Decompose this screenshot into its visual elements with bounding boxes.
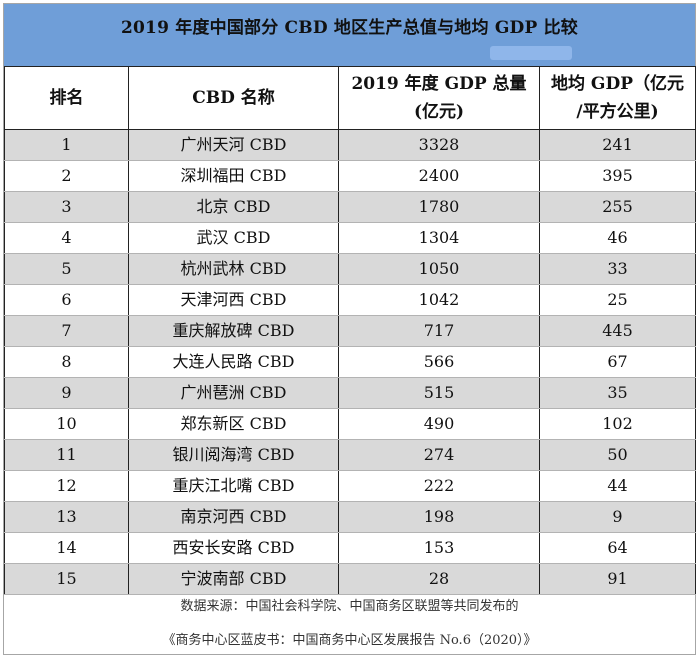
cell-gdp-density: 25 — [539, 284, 696, 316]
cell-gdp-density: 64 — [539, 532, 696, 564]
cell-gdp-total: 490 — [338, 408, 540, 440]
header-name: CBD 名称 — [128, 66, 339, 130]
cell-rank: 13 — [4, 501, 129, 533]
cell-cbd-name: 西安长安路 CBD — [128, 532, 339, 564]
cell-gdp-total: 2400 — [338, 160, 540, 192]
table-row: 5 杭州武林 CBD 1050 33 — [4, 253, 696, 285]
cell-gdp-total: 566 — [338, 346, 540, 378]
cell-cbd-name: 广州琶洲 CBD — [128, 377, 339, 409]
table-row: 9 广州琶洲 CBD 515 35 — [4, 377, 696, 409]
cell-cbd-name: 武汉 CBD — [128, 222, 339, 254]
source-line-2: 《商务中心区蓝皮书：中国商务中心区发展报告 No.6（2020）》 — [162, 633, 537, 648]
cell-cbd-name: 重庆解放碑 CBD — [128, 315, 339, 347]
title-highlight-mark — [490, 46, 572, 60]
table-row: 14 西安长安路 CBD 153 64 — [4, 532, 696, 564]
cell-rank: 3 — [4, 191, 129, 223]
cell-cbd-name: 北京 CBD — [128, 191, 339, 223]
cell-gdp-total: 1780 — [338, 191, 540, 223]
cell-rank: 6 — [4, 284, 129, 316]
cbd-gdp-table: 排名 CBD 名称 2019 年度 GDP 总量 (亿元) 地均 GDP（亿元 … — [4, 66, 696, 595]
table-row: 6 天津河西 CBD 1042 25 — [4, 284, 696, 316]
table-row: 2 深圳福田 CBD 2400 395 — [4, 160, 696, 192]
table-row: 15 宁波南部 CBD 28 91 — [4, 563, 696, 595]
cell-rank: 9 — [4, 377, 129, 409]
cell-cbd-name: 银川阅海湾 CBD — [128, 439, 339, 471]
cell-gdp-density: 50 — [539, 439, 696, 471]
cell-gdp-density: 445 — [539, 315, 696, 347]
cell-gdp-density: 91 — [539, 563, 696, 595]
cell-rank: 15 — [4, 563, 129, 595]
table-row: 4 武汉 CBD 1304 46 — [4, 222, 696, 254]
cell-gdp-total: 222 — [338, 470, 540, 502]
header-gdp-line2: (亿元) — [413, 102, 465, 122]
cell-cbd-name: 宁波南部 CBD — [128, 563, 339, 595]
cell-cbd-name: 重庆江北嘴 CBD — [128, 470, 339, 502]
cell-gdp-density: 35 — [539, 377, 696, 409]
table-row: 11 银川阅海湾 CBD 274 50 — [4, 439, 696, 471]
table-row: 7 重庆解放碑 CBD 717 445 — [4, 315, 696, 347]
header-name-label: CBD 名称 — [192, 88, 275, 108]
cell-gdp-density: 255 — [539, 191, 696, 223]
cell-gdp-density: 67 — [539, 346, 696, 378]
cell-rank: 2 — [4, 160, 129, 192]
header-gdp: 2019 年度 GDP 总量 (亿元) — [338, 66, 540, 130]
cell-cbd-name: 郑东新区 CBD — [128, 408, 339, 440]
table-row: 3 北京 CBD 1780 255 — [4, 191, 696, 223]
cell-rank: 10 — [4, 408, 129, 440]
cell-gdp-total: 274 — [338, 439, 540, 471]
table-row: 13 南京河西 CBD 198 9 — [4, 501, 696, 533]
header-rank: 排名 — [4, 66, 129, 130]
table-body: 1 广州天河 CBD 3328 241 2 深圳福田 CBD 2400 395 3 北京 CBD 1… — [4, 129, 696, 595]
cell-rank: 14 — [4, 532, 129, 564]
cell-gdp-density: 9 — [539, 501, 696, 533]
cell-gdp-density: 395 — [539, 160, 696, 192]
cell-gdp-density: 33 — [539, 253, 696, 285]
cell-gdp-total: 28 — [338, 563, 540, 595]
table-row: 12 重庆江北嘴 CBD 222 44 — [4, 470, 696, 502]
cell-gdp-total: 1042 — [338, 284, 540, 316]
header-density-line2: /平方公里) — [576, 102, 659, 122]
header-density-line1: 地均 GDP（亿元 — [551, 74, 684, 94]
table-row: 8 大连人民路 CBD 566 67 — [4, 346, 696, 378]
cell-rank: 1 — [4, 129, 129, 161]
cell-gdp-total: 1304 — [338, 222, 540, 254]
cell-gdp-total: 153 — [338, 532, 540, 564]
cell-rank: 4 — [4, 222, 129, 254]
cell-gdp-density: 46 — [539, 222, 696, 254]
header-gdp-line1: 2019 年度 GDP 总量 — [351, 74, 527, 94]
table-title: 2019 年度中国部分 CBD 地区生产总值与地均 GDP 比较 — [121, 18, 578, 38]
header-row: 排名 CBD 名称 2019 年度 GDP 总量 (亿元) 地均 GDP（亿元 … — [4, 66, 696, 130]
cell-cbd-name: 南京河西 CBD — [128, 501, 339, 533]
cell-rank: 5 — [4, 253, 129, 285]
cell-cbd-name: 大连人民路 CBD — [128, 346, 339, 378]
cell-cbd-name: 深圳福田 CBD — [128, 160, 339, 192]
cell-cbd-name: 杭州武林 CBD — [128, 253, 339, 285]
cell-cbd-name: 天津河西 CBD — [128, 284, 339, 316]
header-density: 地均 GDP（亿元 /平方公里) — [539, 66, 696, 130]
cell-cbd-name: 广州天河 CBD — [128, 129, 339, 161]
table-frame — [3, 3, 696, 655]
table-row: 10 郑东新区 CBD 490 102 — [4, 408, 696, 440]
title-bar: 2019 年度中国部分 CBD 地区生产总值与地均 GDP 比较 — [4, 4, 695, 66]
table-row: 1 广州天河 CBD 3328 241 — [4, 129, 696, 161]
cell-rank: 12 — [4, 470, 129, 502]
cell-rank: 7 — [4, 315, 129, 347]
cell-rank: 11 — [4, 439, 129, 471]
cell-gdp-density: 241 — [539, 129, 696, 161]
cell-gdp-total: 1050 — [338, 253, 540, 285]
cell-gdp-total: 515 — [338, 377, 540, 409]
cell-gdp-total: 198 — [338, 501, 540, 533]
header-rank-label: 排名 — [49, 88, 84, 108]
cell-gdp-density: 102 — [539, 408, 696, 440]
cell-gdp-density: 44 — [539, 470, 696, 502]
source-line-1: 数据来源：中国社会科学院、中国商务区联盟等共同发布的 — [180, 599, 519, 614]
cell-gdp-total: 717 — [338, 315, 540, 347]
cell-rank: 8 — [4, 346, 129, 378]
cell-gdp-total: 3328 — [338, 129, 540, 161]
source-note: 数据来源：中国社会科学院、中国商务区联盟等共同发布的 《商务中心区蓝皮书：中国商… — [4, 593, 695, 655]
